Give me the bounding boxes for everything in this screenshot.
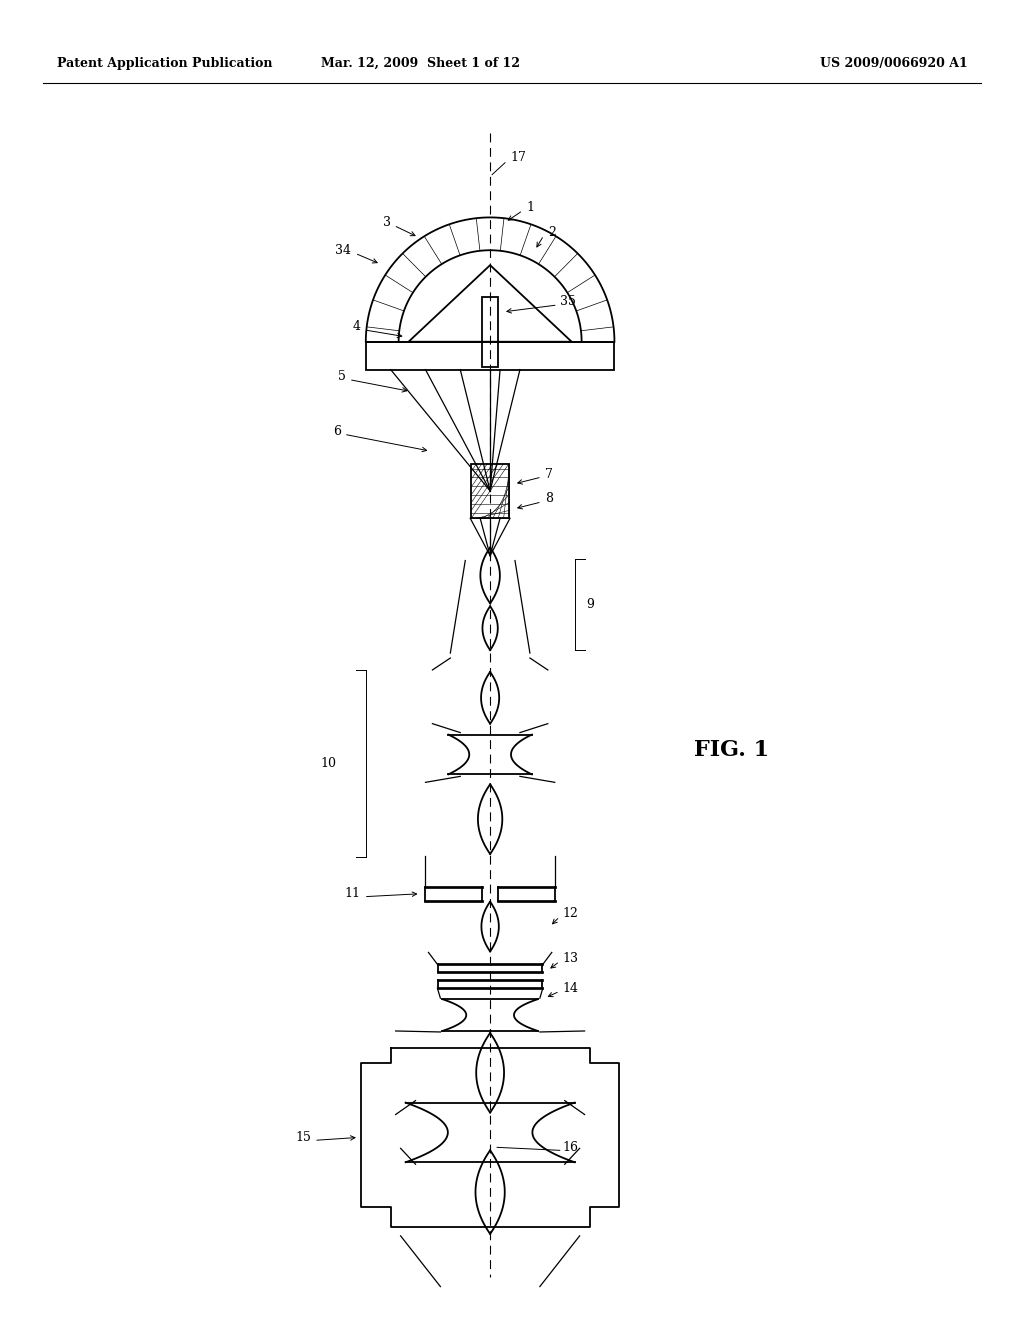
Text: 11: 11 — [345, 887, 360, 900]
Text: 34: 34 — [335, 244, 351, 256]
Text: 12: 12 — [563, 907, 579, 920]
Bar — [471, 463, 509, 519]
Text: 1: 1 — [527, 201, 535, 214]
Text: 35: 35 — [560, 296, 575, 309]
Bar — [482, 297, 498, 367]
Bar — [366, 342, 614, 370]
Text: FIG. 1: FIG. 1 — [694, 738, 769, 760]
Text: 14: 14 — [563, 982, 579, 995]
Text: 4: 4 — [353, 321, 360, 334]
Text: 16: 16 — [563, 1140, 579, 1154]
Text: 5: 5 — [338, 370, 346, 383]
Text: 6: 6 — [333, 425, 341, 438]
Text: 13: 13 — [563, 952, 579, 965]
Text: 8: 8 — [545, 492, 553, 506]
Text: Patent Application Publication: Patent Application Publication — [57, 57, 273, 70]
Text: 9: 9 — [587, 598, 595, 611]
Text: 3: 3 — [383, 216, 391, 228]
Text: 17: 17 — [510, 152, 526, 164]
Text: Mar. 12, 2009  Sheet 1 of 12: Mar. 12, 2009 Sheet 1 of 12 — [321, 57, 520, 70]
Text: 2: 2 — [548, 226, 556, 239]
Text: 15: 15 — [295, 1131, 311, 1144]
Text: 7: 7 — [545, 467, 553, 480]
Text: US 2009/0066920 A1: US 2009/0066920 A1 — [820, 57, 968, 70]
Text: 10: 10 — [319, 756, 336, 770]
